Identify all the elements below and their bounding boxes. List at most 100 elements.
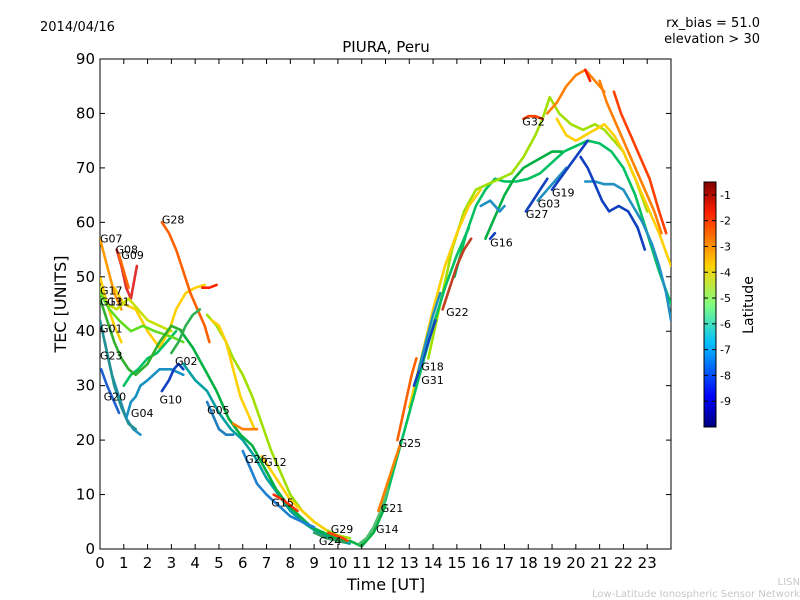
colorbar-tick-label: -9 <box>720 395 731 408</box>
x-tick-label: 7 <box>262 554 272 572</box>
sat-label-g32: G32 <box>522 116 545 129</box>
traces-layer <box>100 68 671 548</box>
x-tick-label: 3 <box>167 554 177 572</box>
tec-trace <box>584 180 671 322</box>
sat-label-g22: G22 <box>446 306 469 319</box>
y-tick-label: 50 <box>76 268 95 286</box>
trace-g10 <box>160 362 185 393</box>
x-tick-label: 19 <box>542 554 561 572</box>
tec-trace <box>231 422 259 431</box>
y-tick-label: 40 <box>76 322 95 340</box>
y-tick-label: 80 <box>76 104 95 122</box>
tec-trace <box>479 199 506 213</box>
trace-g31 <box>412 319 437 387</box>
sat-label-g13: G13 <box>100 295 123 308</box>
colorbar-tick-label: -3 <box>720 240 731 253</box>
x-tick-label: 1 <box>119 554 129 572</box>
x-tick-label: 9 <box>309 554 319 572</box>
trace-g04 <box>124 368 185 420</box>
sat-label-g10: G10 <box>159 393 182 406</box>
colorbar-tick-label: -4 <box>720 266 731 279</box>
tec-trace <box>348 504 387 548</box>
x-tick-label: 0 <box>95 554 105 572</box>
sat-label-g05: G05 <box>207 404 230 417</box>
colorbar-tick-label: -2 <box>720 215 731 228</box>
trace-g26 <box>241 449 316 529</box>
sat-label-g19: G19 <box>552 186 575 199</box>
tec-trace <box>201 283 218 289</box>
sat-label-g25: G25 <box>399 437 422 450</box>
tec-trace <box>612 90 668 235</box>
colorbar-label: Latitude <box>741 276 757 334</box>
y-tick-label: 60 <box>76 213 95 231</box>
sat-label-g07: G07 <box>100 233 123 246</box>
sat-label-g01: G01 <box>100 323 123 336</box>
x-tick-label: 21 <box>590 554 609 572</box>
trace-g03 <box>536 166 568 202</box>
x-tick-label: 10 <box>328 554 347 572</box>
trace-g32 <box>522 114 544 121</box>
x-tick-label: 17 <box>495 554 514 572</box>
colorbar-tick-label: -6 <box>720 318 731 331</box>
sat-label-g28: G28 <box>162 214 185 227</box>
lisn-watermark: LISN <box>778 577 800 588</box>
y-tick-label: 70 <box>76 159 95 177</box>
trace-g14 <box>358 487 390 545</box>
colorbar-tick-label: -7 <box>720 344 731 357</box>
tec-trace <box>122 329 178 387</box>
x-tick-label: 11 <box>352 554 371 572</box>
sat-label-g29: G29 <box>331 523 354 536</box>
x-tick-label: 22 <box>614 554 633 572</box>
sat-label-g03: G03 <box>538 197 561 210</box>
tec-trace <box>210 319 256 431</box>
sat-label-g02: G02 <box>175 355 198 368</box>
trace-g05 <box>205 400 235 436</box>
y-axis-label: TEC [UNITS] <box>51 256 70 354</box>
y-tick-label: 10 <box>76 486 95 504</box>
trace-g27 <box>524 177 549 213</box>
tec-trace <box>555 117 671 268</box>
x-tick-label: 18 <box>519 554 538 572</box>
trace-g25 <box>396 357 418 442</box>
sat-label-g15: G15 <box>271 497 294 510</box>
sat-label-g17: G17 <box>100 284 123 297</box>
trace-g22 <box>441 237 473 311</box>
rx-bias-label: rx_bias = 51.0 <box>666 16 760 31</box>
trace-g07 <box>100 237 123 311</box>
trace-g23 <box>100 319 137 431</box>
y-tick-label: 90 <box>76 50 95 68</box>
trace-g19 <box>550 139 589 191</box>
date-label: 2014/04/16 <box>40 20 115 35</box>
y-tick-label: 0 <box>85 540 95 558</box>
trace-g16 <box>488 231 497 240</box>
tec-trace <box>182 362 352 545</box>
tec-trace <box>598 79 663 235</box>
plot-frame <box>99 58 672 550</box>
x-tick-label: 14 <box>424 554 443 572</box>
x-tick-label: 20 <box>566 554 585 572</box>
x-tick-label: 23 <box>638 554 657 572</box>
colorbar-tick-label: -1 <box>720 189 731 202</box>
sat-label-g12: G12 <box>264 456 287 469</box>
trace-g28 <box>160 221 211 344</box>
elevation-label: elevation > 30 <box>664 32 760 47</box>
trace-g15 <box>272 493 299 513</box>
tec-trace <box>584 68 592 83</box>
tec-trace <box>179 329 349 543</box>
sat-label-g04: G04 <box>131 407 154 420</box>
axes-layer: 0 1 2 3 4 5 6 7 8 9 10 11 12 13 14 15 16 17 18 19 20 21 22 2301… <box>76 50 671 572</box>
trace-g20 <box>100 368 121 415</box>
sat-label-g09: G09 <box>121 249 144 262</box>
tec-trace <box>579 155 647 251</box>
colorbar-tick-label: -5 <box>720 292 731 305</box>
trace-g01 <box>100 297 185 377</box>
x-tick-label: 12 <box>376 554 395 572</box>
network-watermark: Low-Latitude Ionospheric Sensor Network <box>592 589 800 600</box>
sat-label-g16: G16 <box>490 236 513 249</box>
trace-g21 <box>377 444 402 513</box>
trace-g11 <box>100 291 185 344</box>
x-tick-label: 8 <box>286 554 296 572</box>
trace-g12 <box>260 455 328 532</box>
